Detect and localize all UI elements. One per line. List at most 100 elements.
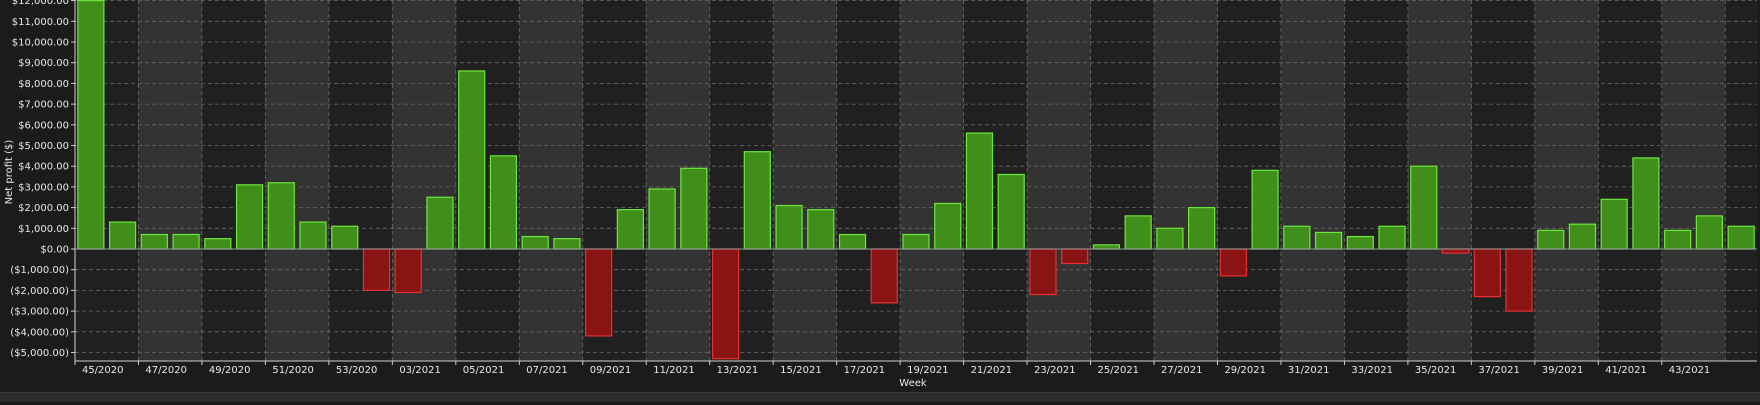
bar (1410, 165, 1438, 250)
y-tick-label: $12,000.00 (12, 0, 69, 7)
bar (934, 202, 962, 250)
bar (1314, 231, 1343, 250)
x-tick-label: 21/2021 (971, 365, 1013, 376)
x-tick-label: 39/2021 (1542, 365, 1584, 376)
bar (1505, 248, 1533, 312)
bar (902, 233, 930, 250)
x-axis-label: Week (899, 378, 927, 389)
bar (1124, 215, 1152, 250)
bar (140, 233, 168, 250)
x-tick-labels: 45/2020 47/2020 49/2020 51/2020 53/2020 03/20… (74, 361, 1711, 376)
y-tick-label: $5,000.00 (18, 141, 69, 152)
y-tick-label: $11,000.00 (12, 17, 69, 28)
bar (204, 238, 232, 250)
bar (680, 167, 708, 250)
bar (521, 235, 549, 250)
bar (1695, 215, 1724, 250)
y-tick-label: $7,000.00 (18, 100, 69, 111)
bar (965, 132, 994, 250)
x-tick-label: 43/2021 (1669, 365, 1711, 376)
column-band (392, 0, 456, 361)
column-band (1027, 0, 1091, 361)
bar (331, 225, 359, 250)
bar (553, 238, 581, 250)
bar (235, 184, 264, 250)
x-tick-label: 07/2021 (526, 365, 568, 376)
bar (870, 248, 898, 304)
bar (585, 248, 613, 337)
bar (299, 221, 327, 250)
bar (426, 196, 454, 250)
bar (1378, 225, 1406, 250)
x-tick-label: 33/2021 (1351, 365, 1393, 376)
bar (1283, 225, 1311, 250)
bar (807, 209, 835, 250)
y-tick-label: $4,000.00 (18, 162, 69, 173)
bar (616, 209, 644, 250)
y-axis-label: Net profit ($) (4, 140, 15, 205)
bar (458, 70, 486, 250)
bar (1188, 207, 1216, 250)
bar (711, 248, 740, 360)
x-tick-label: 15/2021 (780, 365, 822, 376)
bar (838, 233, 867, 250)
x-tick-label: 37/2021 (1478, 365, 1520, 376)
column-band (773, 0, 837, 361)
y-tick-label: $6,000.00 (18, 120, 69, 131)
column-band (1344, 0, 1408, 361)
bar (1600, 198, 1628, 250)
column-band (1725, 0, 1757, 361)
bar (648, 188, 676, 250)
y-tick-label: ($2,000.00) (10, 286, 69, 297)
column-band (836, 0, 901, 361)
x-tick-label: 03/2021 (399, 365, 441, 376)
x-tick-label: 53/2020 (336, 365, 378, 376)
x-tick-label: 29/2021 (1224, 365, 1266, 376)
x-tick-label: 31/2021 (1288, 365, 1330, 376)
bar (489, 155, 518, 250)
x-tick-label: 23/2021 (1034, 365, 1076, 376)
bar (1632, 157, 1660, 250)
bar (1727, 225, 1755, 250)
y-tick-label: $2,000.00 (18, 203, 69, 214)
x-tick-label: 13/2021 (717, 365, 759, 376)
column-band (328, 0, 393, 361)
bar (1441, 248, 1470, 254)
bar (775, 204, 803, 250)
bar (1029, 248, 1057, 296)
bar (1061, 248, 1089, 265)
y-tick-label: $1,000.00 (18, 224, 69, 235)
y-tick-label: ($4,000.00) (10, 327, 69, 338)
column-band (1154, 0, 1218, 361)
x-tick-label: 51/2020 (272, 365, 314, 376)
bar (1568, 223, 1597, 250)
column-bands (75, 0, 1757, 361)
column-band (1661, 0, 1726, 361)
x-tick-label: 45/2020 (82, 365, 124, 376)
bar (172, 233, 200, 250)
bar (77, 0, 105, 250)
y-tick-label: ($1,000.00) (10, 265, 69, 276)
bar (394, 248, 422, 294)
x-tick-label: 17/2021 (844, 365, 886, 376)
bottom-strip (0, 392, 1760, 402)
x-tick-label: 19/2021 (907, 365, 949, 376)
bar (1473, 248, 1501, 298)
column-band (201, 0, 266, 361)
y-tick-label: $0.00 (40, 245, 69, 256)
bar (1346, 235, 1374, 250)
x-tick-label: 49/2020 (209, 365, 251, 376)
x-tick-label: 11/2021 (653, 365, 695, 376)
axes (74, 0, 1757, 362)
column-band (1534, 0, 1599, 361)
x-tick-label: 35/2021 (1415, 365, 1457, 376)
bar (1092, 244, 1121, 250)
column-band (519, 0, 583, 361)
bar (743, 151, 771, 250)
column-band (138, 0, 202, 361)
x-tick-label: 47/2020 (145, 365, 187, 376)
bar (997, 173, 1025, 250)
y-tick-label: ($3,000.00) (10, 307, 69, 318)
